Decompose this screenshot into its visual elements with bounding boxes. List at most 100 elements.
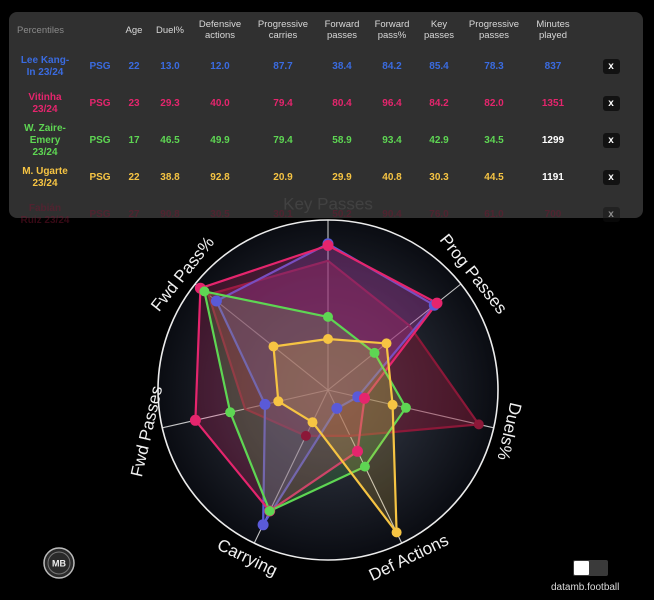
cell-fwd: 38.4 (332, 60, 352, 72)
radar-data-point (473, 419, 484, 430)
cell-duel: 29.3 (160, 97, 180, 109)
player-row: W. Zaire- Emery 23/24 PSG 17 46.5 49.9 79.4 58.9… (9, 122, 643, 159)
cell-name: Vitinha 23/24 (28, 91, 62, 115)
cell-carries: 87.7 (273, 60, 293, 72)
radar-data-point (259, 398, 271, 410)
remove-player-button[interactable]: x (602, 170, 620, 185)
column-header: Duel% (156, 24, 184, 36)
cell-age: 22 (128, 171, 140, 183)
radar-data-point (210, 295, 222, 307)
remove-player-button[interactable]: x (602, 96, 620, 111)
remove-player-button[interactable]: x (602, 59, 620, 74)
radar-data-point (268, 341, 279, 352)
remove-player-button[interactable]: x (602, 133, 620, 148)
cell-min: 837 (544, 60, 562, 72)
radar-data-point (322, 240, 334, 251)
cell-team: PSG (89, 171, 111, 183)
radar-data-point (300, 430, 311, 441)
cell-key: 84.2 (429, 97, 449, 109)
cell-carries: 20.9 (273, 171, 293, 183)
cell-team: PSG (89, 97, 111, 109)
radar-data-point (359, 461, 370, 472)
cell-carries: 79.4 (273, 97, 293, 109)
cell-age: 23 (128, 97, 140, 109)
radar-data-point (264, 506, 275, 516)
cell-name: M. Ugarte 23/24 (22, 165, 68, 189)
radar-data-point (273, 396, 284, 407)
cell-fwd-pct: 40.8 (382, 171, 402, 183)
cell-remove: x (579, 196, 643, 233)
column-header: Percentiles (17, 24, 64, 36)
cell-def: 92.8 (210, 171, 230, 183)
cell-team: PSG (89, 208, 111, 220)
theme-toggle[interactable] (573, 560, 608, 576)
cell-carries: 79.4 (273, 134, 293, 146)
radar-data-point (387, 399, 398, 410)
cell-fwd: 50.2 (332, 208, 352, 220)
radar-series (189, 238, 484, 538)
column-header: Age (125, 24, 143, 36)
cell-fwd-pct: 93.4 (382, 134, 402, 146)
cell-def: 30.5 (210, 208, 230, 220)
cell-def: 40.0 (210, 97, 230, 109)
column-header: Progressive passes (468, 19, 520, 41)
cell-name: W. Zaire- Emery 23/24 (24, 122, 66, 158)
remove-player-button[interactable]: x (602, 207, 620, 222)
radar-series-polygon (194, 244, 439, 513)
radar-series-polygon (207, 259, 480, 437)
player-comparison-table: Percentiles Age Duel% Defensive actions Progr… (9, 12, 643, 233)
column-header: Minutes played (536, 19, 570, 41)
column-header (579, 12, 643, 48)
radar-data-point (431, 297, 443, 309)
radar-series-polygon (215, 242, 436, 526)
cell-min: 1191 (542, 171, 564, 183)
player-row: Lee Kang- In 23/24 PSG 22 13.0 12.0 87.7 38.4 84… (9, 48, 643, 85)
radar-data-point (307, 417, 318, 428)
cell-prog: 61.0 (484, 208, 504, 220)
column-header: Forward pass% (374, 19, 410, 41)
cell-fwd: 80.4 (332, 97, 352, 109)
cell-remove: x (579, 85, 643, 122)
radar-data-point (400, 402, 411, 413)
cell-fwd: 29.9 (332, 171, 352, 183)
column-header: Key passes (423, 19, 455, 41)
table-body: Lee Kang- In 23/24 PSG 22 13.0 12.0 87.7 38.4 84… (9, 48, 643, 233)
radar-data-point (359, 392, 370, 404)
cell-remove: x (579, 48, 643, 85)
logo-text: MB (52, 559, 66, 569)
radar-data-point (352, 445, 363, 457)
cell-fwd-pct: 90.4 (382, 208, 402, 220)
cell-remove: x (579, 159, 643, 196)
cell-duel: 38.8 (160, 171, 180, 183)
cell-def: 49.9 (210, 134, 230, 146)
radar-axis-label: Fwd Passes (127, 384, 166, 478)
column-header (81, 12, 119, 48)
cell-duel: 90.8 (160, 208, 180, 220)
cell-key: 76.0 (429, 208, 449, 220)
cell-prog: 34.5 (484, 134, 504, 146)
cell-duel: 13.0 (160, 60, 180, 72)
radar-data-point (323, 334, 333, 344)
cell-name: Fabián Ruiz 23/24 (20, 202, 70, 226)
cell-fwd-pct: 96.4 (382, 97, 402, 109)
radar-data-point (323, 311, 333, 322)
mb-logo: MB (43, 547, 75, 579)
cell-fwd-pct: 84.2 (382, 60, 402, 72)
cell-key: 42.9 (429, 134, 449, 146)
cell-age: 27 (128, 208, 140, 220)
cell-prog: 44.5 (484, 171, 504, 183)
radar-data-point (257, 519, 269, 531)
cell-fwd: 58.9 (332, 134, 352, 146)
cell-team: PSG (89, 134, 111, 146)
cell-min: 1299 (541, 134, 565, 146)
cell-duel: 46.5 (160, 134, 180, 146)
radar-data-point (381, 338, 392, 349)
cell-def: 12.0 (210, 60, 230, 72)
cell-team: PSG (89, 60, 111, 72)
radar-data-point (369, 347, 380, 358)
toggle-knob (574, 561, 589, 575)
cell-min: 700 (544, 208, 562, 220)
player-row: Vitinha 23/24 PSG 23 29.3 40.0 79.4 80.4 96.4 84.… (9, 85, 643, 122)
cell-min: 1351 (541, 97, 565, 109)
